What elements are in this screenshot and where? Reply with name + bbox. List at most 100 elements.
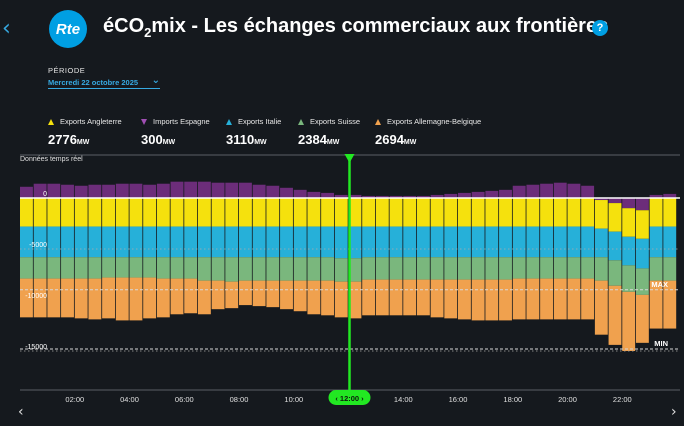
bar-segment[interactable] xyxy=(61,184,74,198)
bar-segment[interactable] xyxy=(143,184,157,198)
bar-segment[interactable] xyxy=(512,278,526,320)
bar-segment[interactable] xyxy=(115,277,129,321)
bar-segment[interactable] xyxy=(211,226,225,258)
bar-segment[interactable] xyxy=(444,257,458,280)
bar-segment[interactable] xyxy=(608,260,622,286)
bar-segment[interactable] xyxy=(444,226,458,258)
bar-segment[interactable] xyxy=(471,279,485,321)
legend-item[interactable]: Imports Espagne 300MW xyxy=(141,117,210,147)
bar-segment[interactable] xyxy=(115,198,129,227)
bar-segment[interactable] xyxy=(375,257,389,280)
bar-segment[interactable] xyxy=(102,198,116,227)
bar-segment[interactable] xyxy=(88,184,102,198)
bar-segment[interactable] xyxy=(362,195,376,198)
bar-segment[interactable] xyxy=(608,198,622,204)
bar-segment[interactable] xyxy=(115,257,129,278)
bar-segment[interactable] xyxy=(416,195,430,198)
current-time-marker[interactable] xyxy=(344,154,355,163)
bar-segment[interactable] xyxy=(375,198,389,227)
bar-segment[interactable] xyxy=(499,279,512,321)
bar-segment[interactable] xyxy=(307,257,321,281)
bar-segment[interactable] xyxy=(293,226,307,258)
bar-segment[interactable] xyxy=(61,226,74,258)
bar-segment[interactable] xyxy=(485,257,499,280)
bar-segment[interactable] xyxy=(47,257,61,279)
bar-segment[interactable] xyxy=(184,226,198,258)
bar-segment[interactable] xyxy=(129,277,143,321)
bar-segment[interactable] xyxy=(403,198,417,227)
bar-segment[interactable] xyxy=(129,183,143,198)
bar-segment[interactable] xyxy=(635,210,649,239)
bar-segment[interactable] xyxy=(225,226,239,258)
bar-segment[interactable] xyxy=(512,185,526,198)
bar-segment[interactable] xyxy=(594,228,608,258)
bar-segment[interactable] xyxy=(102,257,116,278)
bar-segment[interactable] xyxy=(649,226,663,258)
bar-segment[interactable] xyxy=(663,198,677,227)
bar-segment[interactable] xyxy=(430,279,444,318)
bar-segment[interactable] xyxy=(499,226,512,258)
bar-segment[interactable] xyxy=(649,198,663,227)
bar-segment[interactable] xyxy=(526,198,540,227)
bar-segment[interactable] xyxy=(20,198,33,227)
bar-segment[interactable] xyxy=(20,186,33,198)
bar-segment[interactable] xyxy=(307,280,321,315)
bar-segment[interactable] xyxy=(197,181,211,198)
bar-segment[interactable] xyxy=(170,181,184,198)
bar-segment[interactable] xyxy=(20,278,33,318)
period-select[interactable]: Mercredi 22 octobre 2025 ⌄ xyxy=(48,75,160,89)
bar-segment[interactable] xyxy=(499,257,512,280)
bar-segment[interactable] xyxy=(485,190,499,198)
bar-segment[interactable] xyxy=(389,226,403,258)
bar-segment[interactable] xyxy=(567,198,581,227)
bar-segment[interactable] xyxy=(61,257,74,279)
bar-segment[interactable] xyxy=(526,226,540,258)
bar-segment[interactable] xyxy=(458,192,471,198)
bar-segment[interactable] xyxy=(622,236,636,266)
bar-segment[interactable] xyxy=(663,257,677,281)
bar-segment[interactable] xyxy=(499,198,512,227)
bar-segment[interactable] xyxy=(348,281,362,319)
bar-segment[interactable] xyxy=(321,280,335,316)
bar-segment[interactable] xyxy=(225,198,239,227)
bar-segment[interactable] xyxy=(553,278,567,320)
bar-segment[interactable] xyxy=(293,257,307,281)
bar-segment[interactable] xyxy=(47,183,61,198)
bar-segment[interactable] xyxy=(334,281,348,318)
bar-segment[interactable] xyxy=(608,285,622,345)
bar-segment[interactable] xyxy=(47,198,61,227)
bar-segment[interactable] xyxy=(88,198,102,227)
bar-segment[interactable] xyxy=(61,198,74,227)
bar-segment[interactable] xyxy=(348,198,362,227)
bar-segment[interactable] xyxy=(211,280,225,310)
bar-segment[interactable] xyxy=(362,279,376,316)
bar-segment[interactable] xyxy=(225,182,239,198)
bar-segment[interactable] xyxy=(321,198,335,227)
bar-segment[interactable] xyxy=(293,189,307,198)
bar-segment[interactable] xyxy=(567,183,581,198)
bar-segment[interactable] xyxy=(170,278,184,315)
bar-segment[interactable] xyxy=(471,198,485,227)
bar-segment[interactable] xyxy=(362,198,376,227)
bar-segment[interactable] xyxy=(526,184,540,198)
bar-segment[interactable] xyxy=(33,226,47,258)
bar-segment[interactable] xyxy=(430,257,444,280)
bar-segment[interactable] xyxy=(143,226,157,258)
bar-segment[interactable] xyxy=(197,280,211,315)
bar-segment[interactable] xyxy=(156,257,170,279)
bar-segment[interactable] xyxy=(581,185,595,198)
bar-segment[interactable] xyxy=(280,226,293,258)
bar-segment[interactable] xyxy=(348,226,362,259)
bar-segment[interactable] xyxy=(635,268,649,295)
bar-segment[interactable] xyxy=(608,231,622,261)
bar-segment[interactable] xyxy=(293,198,307,227)
bar-segment[interactable] xyxy=(143,257,157,278)
bar-segment[interactable] xyxy=(567,226,581,258)
bar-segment[interactable] xyxy=(444,193,458,198)
bar-segment[interactable] xyxy=(211,257,225,281)
bar-segment[interactable] xyxy=(649,280,663,329)
previous-arrow-icon[interactable]: ‹ xyxy=(18,404,24,420)
bar-segment[interactable] xyxy=(170,226,184,258)
bar-segment[interactable] xyxy=(416,226,430,258)
bar-segment[interactable] xyxy=(102,226,116,258)
